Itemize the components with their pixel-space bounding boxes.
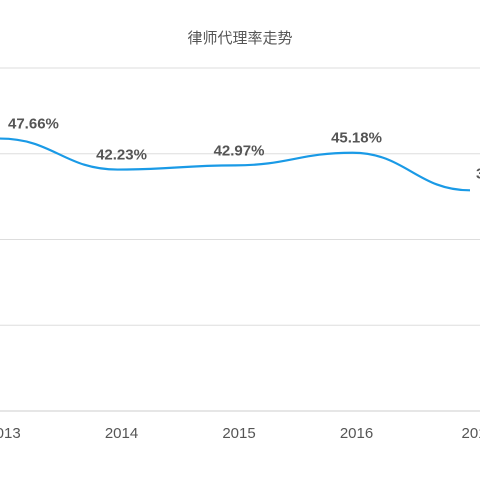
data-label: 42.97% bbox=[214, 142, 265, 159]
series-line bbox=[0, 137, 471, 192]
chart-title: 律师代理率走势 bbox=[187, 29, 293, 47]
x-tick-label: 2015 bbox=[222, 425, 255, 442]
x-tick-label: 2013 bbox=[0, 425, 21, 442]
data-labels: 47.66% 42.23% 42.97% 45.18% 3 bbox=[8, 116, 480, 183]
x-tick-label: 2014 bbox=[105, 425, 138, 442]
data-label: 47.66% bbox=[8, 116, 59, 133]
x-axis-tick-labels: 2013 2014 2015 2016 201 bbox=[0, 425, 480, 442]
data-label: 3 bbox=[476, 165, 480, 182]
x-tick-label: 201 bbox=[461, 425, 480, 442]
x-tick-label: 2016 bbox=[340, 425, 373, 442]
gridlines bbox=[0, 67, 480, 412]
data-label: 42.23% bbox=[96, 147, 147, 164]
data-label: 45.18% bbox=[331, 130, 382, 147]
